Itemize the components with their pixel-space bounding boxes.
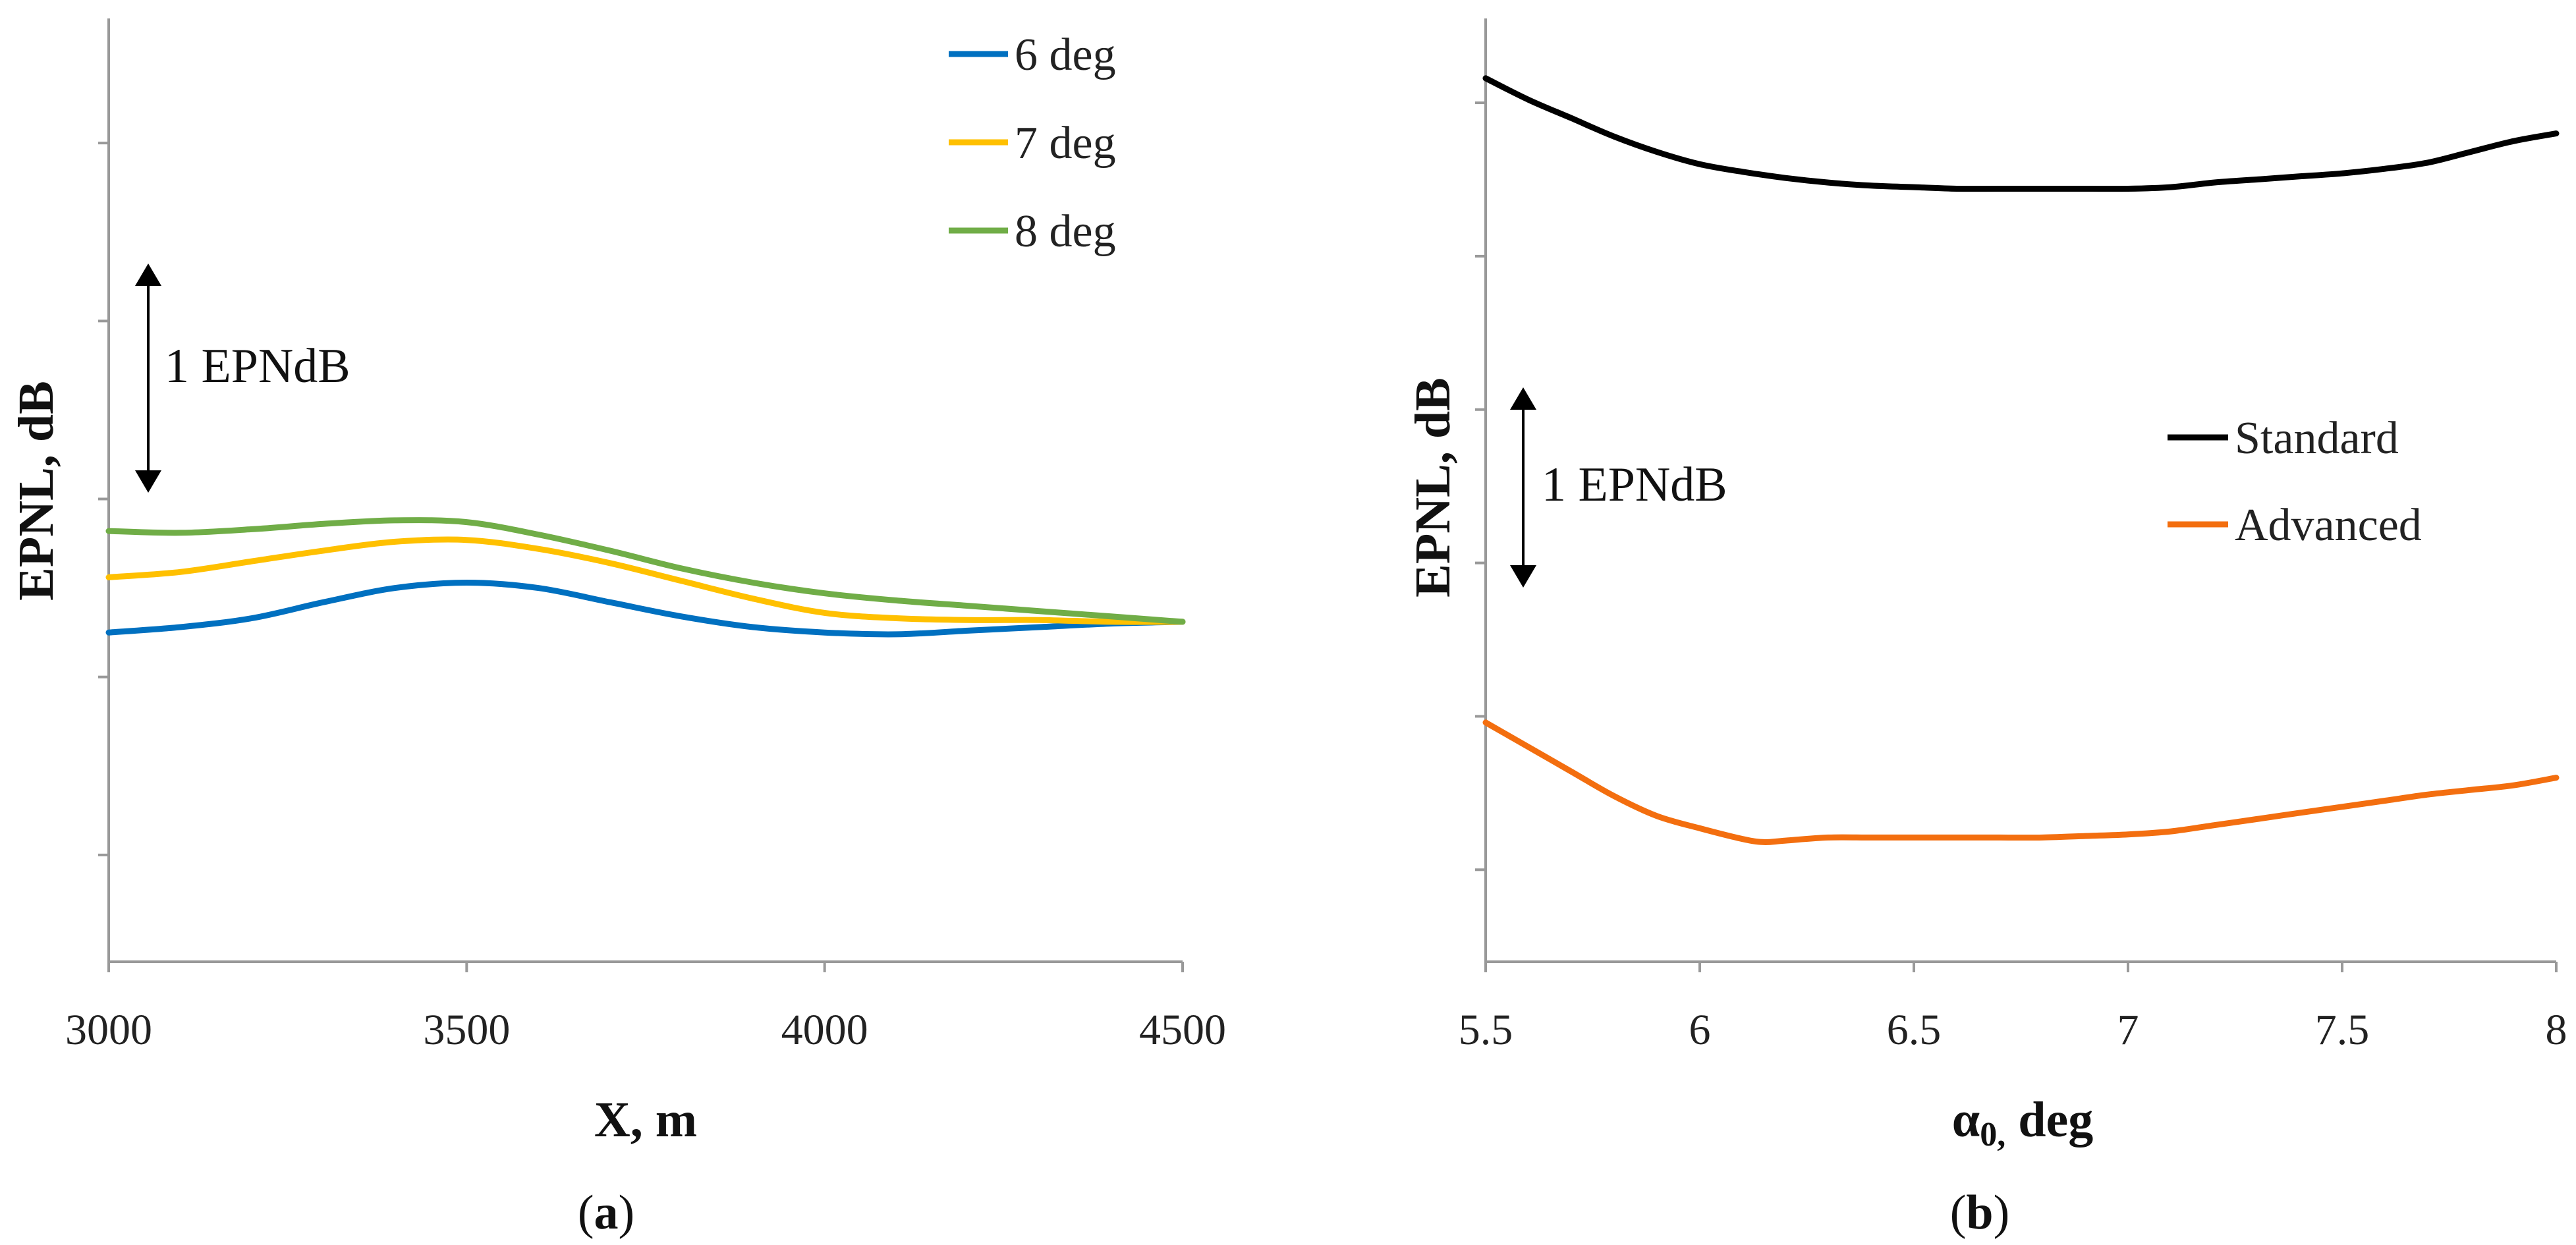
x-tick-label-6: 6 — [1689, 1006, 1711, 1054]
panel-a-scale-annotation: 1 EPNdB — [135, 263, 350, 493]
x-tick-label-7: 7 — [2117, 1006, 2139, 1054]
x-tick-label-8: 8 — [2546, 1006, 2567, 1054]
x-tick-label-4500: 4500 — [1139, 1006, 1226, 1054]
scale-label: 1 EPNdB — [1542, 458, 1727, 512]
panel-a-x-ticks: 3000 3500 4000 4500 — [65, 962, 1226, 1054]
scale-arrow-down-icon — [135, 470, 161, 493]
legend-label-7-deg: 7 deg — [1015, 118, 1116, 169]
x-tick-label-5-5: 5.5 — [1459, 1006, 1513, 1054]
panel-b-y-label: EPNL, dB — [1405, 377, 1461, 597]
legend-label-6-deg: 6 deg — [1015, 30, 1116, 80]
x-tick-label-7-5: 7.5 — [2315, 1006, 2370, 1054]
scale-arrow-up-icon — [135, 263, 161, 286]
panel-a-y-label: EPNL, dB — [9, 381, 64, 601]
panel-b-series — [1482, 75, 2560, 845]
panel-a-series — [105, 517, 1186, 638]
series-line-standard — [1482, 75, 2560, 192]
panel-a-caption-letter: a — [594, 1186, 619, 1240]
series-line-advanced — [1482, 719, 2560, 845]
panel-b-y-ticks — [1475, 101, 1486, 872]
scale-label: 1 EPNdB — [165, 339, 350, 393]
series-line-7-deg — [105, 536, 1186, 625]
legend-label-8-deg: 8 deg — [1015, 206, 1116, 257]
panel-b-legend: Standard Advanced — [2168, 413, 2422, 551]
panel-a-x-label: X, m — [594, 1092, 697, 1148]
series-line-6-deg — [105, 580, 1186, 638]
x-tick-label-4000: 4000 — [781, 1006, 868, 1054]
panel-b-x-ticks: 5.5 6 6.5 7 7.5 8 — [1459, 962, 2567, 1054]
panel-b-caption-letter: b — [1966, 1186, 1993, 1240]
panel-b: 5.5 6 6.5 7 7.5 8 Standard Advanced 1 EPNdB E… — [1405, 18, 2567, 1240]
panel-a-y-ticks — [98, 142, 109, 856]
scale-arrow-down-icon — [1510, 565, 1536, 588]
panel-b-caption: (b) — [1950, 1186, 2009, 1240]
panel-b-scale-annotation: 1 EPNdB — [1510, 387, 1727, 588]
panel-a-caption: (a) — [578, 1186, 634, 1240]
x-tick-label-6-5: 6.5 — [1887, 1006, 1942, 1054]
legend-label-standard: Standard — [2235, 413, 2399, 464]
scale-arrow-up-icon — [1510, 387, 1536, 410]
x-tick-label-3000: 3000 — [65, 1006, 152, 1054]
x-tick-label-3500: 3500 — [423, 1006, 510, 1054]
panel-a: 3000 3500 4000 4500 6 deg 7 deg 8 deg 1 EPN… — [9, 18, 1226, 1240]
panel-b-x-label: α0, deg — [1952, 1092, 2093, 1153]
series-line-8-deg — [105, 517, 1186, 625]
legend-label-advanced: Advanced — [2235, 500, 2422, 551]
panel-a-legend: 6 deg 7 deg 8 deg — [949, 30, 1116, 257]
